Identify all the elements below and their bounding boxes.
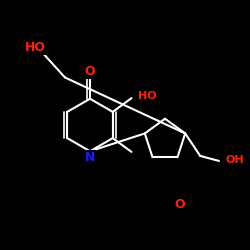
Text: HO: HO bbox=[24, 41, 46, 54]
Text: O: O bbox=[175, 198, 185, 211]
Text: HO: HO bbox=[138, 90, 156, 101]
Text: O: O bbox=[85, 65, 95, 78]
Text: OH: OH bbox=[225, 155, 244, 165]
Text: N: N bbox=[85, 151, 95, 164]
